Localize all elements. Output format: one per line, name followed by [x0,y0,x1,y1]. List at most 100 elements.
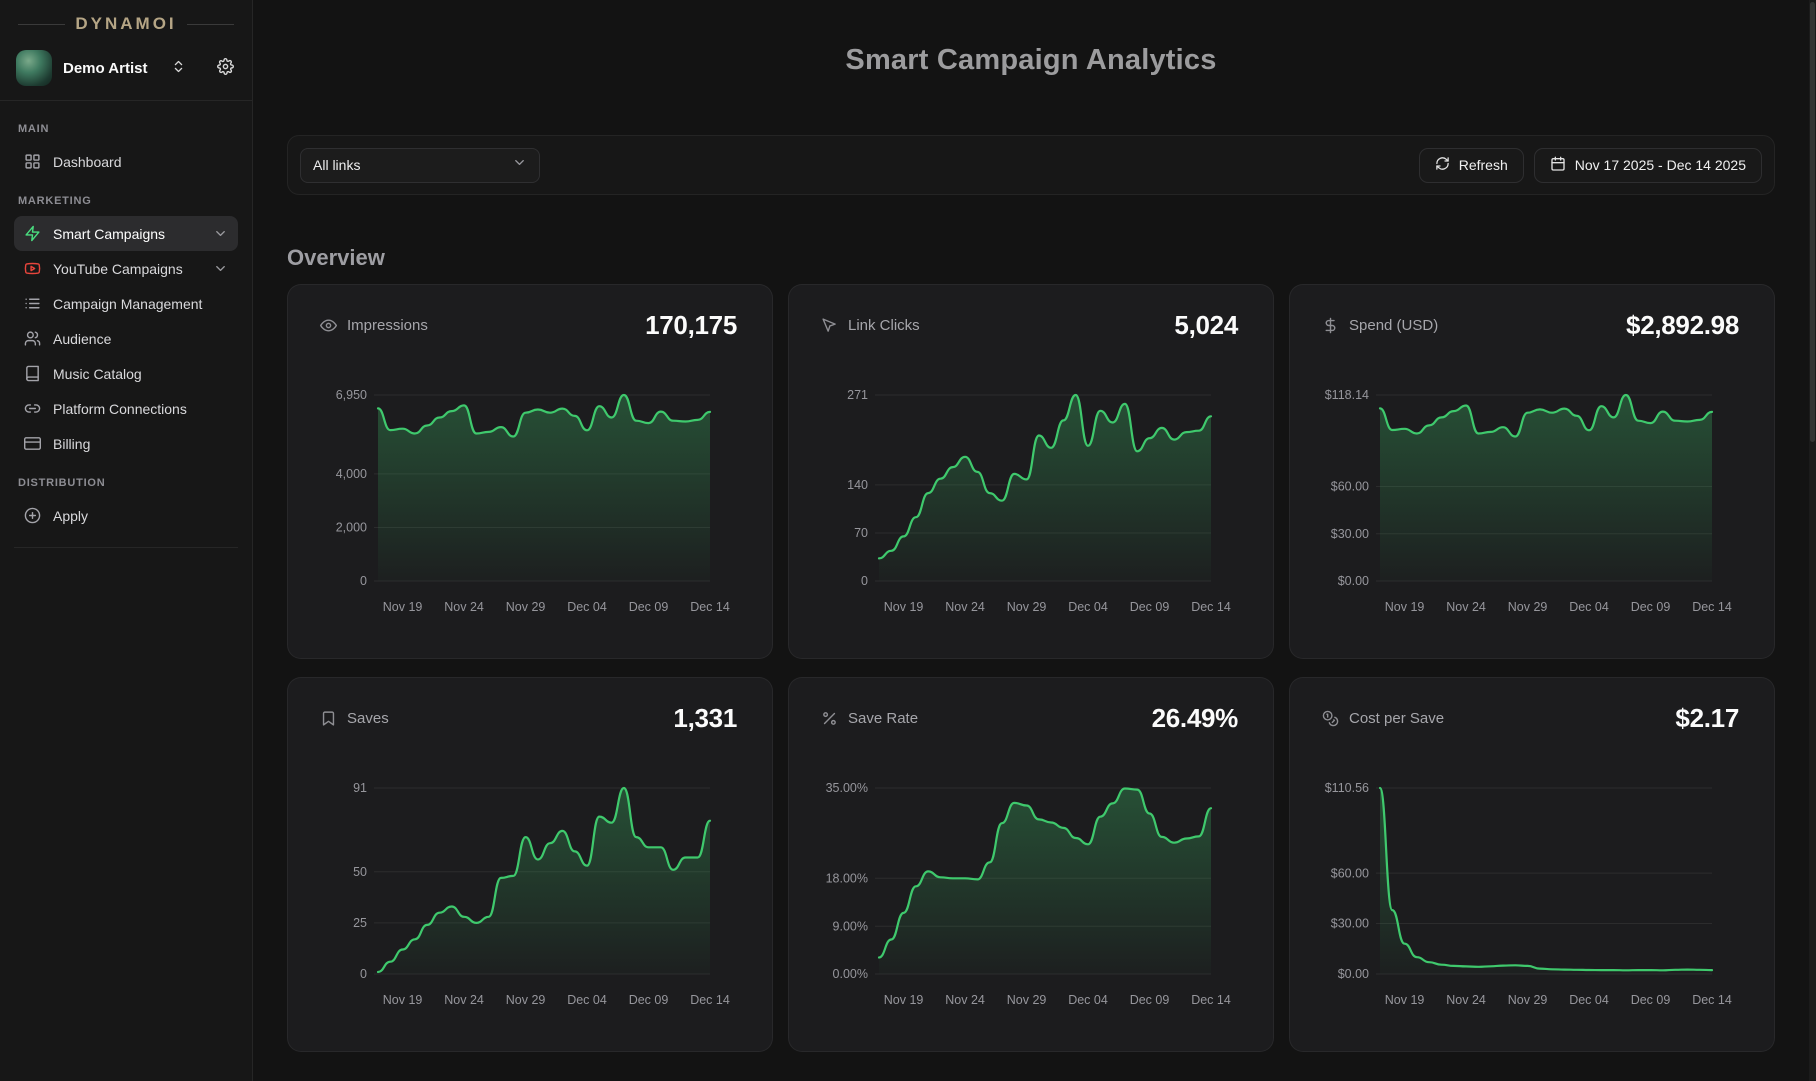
links-filter-value: All links [313,157,361,173]
nav-section-label-marketing: MARKETING [18,195,92,207]
sidebar-item-label: Smart Campaigns [53,225,166,242]
svg-text:Dec 04: Dec 04 [1569,600,1609,614]
svg-text:Nov 29: Nov 29 [506,993,546,1007]
percent-icon [821,710,838,727]
chevron-down-icon [512,155,527,175]
scrollbar[interactable] [1809,0,1816,1081]
metrics-grid: Impressions 170,175 6,950 4,000 2,000 0 Nov … [287,284,1775,1081]
svg-text:Nov 29: Nov 29 [1007,993,1047,1007]
refresh-icon [1435,156,1450,174]
svg-text:Nov 19: Nov 19 [383,600,423,614]
avatar [16,50,52,86]
refresh-button[interactable]: Refresh [1418,147,1524,183]
svg-text:Dec 09: Dec 09 [1130,600,1170,614]
calendar-icon [1550,156,1566,175]
sidebar-divider [0,100,252,101]
bookmark-icon [320,710,337,727]
overview-heading: Overview [287,245,385,270]
users-icon [24,330,41,347]
svg-text:Dec 04: Dec 04 [1068,993,1108,1007]
svg-text:Nov 24: Nov 24 [1446,993,1486,1007]
svg-text:$0.00: $0.00 [1338,574,1369,588]
sidebar-item-label: Music Catalog [53,365,142,382]
date-range-button[interactable]: Nov 17 2025 - Dec 14 2025 [1533,147,1762,183]
svg-text:Dec 09: Dec 09 [1631,993,1671,1007]
svg-text:Dec 14: Dec 14 [1191,600,1231,614]
metric-value: $2.17 [1675,703,1739,733]
metric-value: $2,892.98 [1626,310,1739,340]
svg-text:91: 91 [353,781,367,795]
metric-card-saves: Saves 1,331 91 50 25 0 Nov 19 Nov 24 Nov 29 Dec… [287,677,773,1052]
logo: DYNAMOI [0,0,252,40]
coins-icon [1322,710,1339,727]
metric-card-save-rate: Save Rate 26.49% 35.00% 18.00% 9.00% 0.00% N… [788,677,1274,1052]
settings-button[interactable] [215,56,236,80]
svg-text:Nov 24: Nov 24 [444,600,484,614]
sidebar-item-smart-campaigns[interactable]: Smart Campaigns [14,216,238,251]
svg-text:0.00%: 0.00% [833,967,868,981]
chevron-down-icon [213,261,228,276]
sidebar-nav: MAIN Dashboard MARKETING Smart Campaigns You… [0,101,252,554]
svg-text:Dec 14: Dec 14 [690,600,730,614]
sidebar-item-youtube-campaigns[interactable]: YouTube Campaigns [14,251,238,286]
svg-text:18.00%: 18.00% [826,872,868,886]
credit-card-icon [24,435,41,452]
sidebar-item-billing[interactable]: Billing [14,426,238,461]
plus-circle-icon [24,507,41,524]
links-filter-dropdown[interactable]: All links [300,147,540,183]
youtube-icon [24,260,41,277]
svg-text:Nov 24: Nov 24 [1446,600,1486,614]
svg-text:$30.00: $30.00 [1331,527,1369,541]
svg-text:Dec 04: Dec 04 [1068,600,1108,614]
scrollbar-thumb[interactable] [1810,2,1815,442]
svg-text:50: 50 [353,865,367,879]
metric-label: Impressions [347,317,428,334]
sidebar-item-platform-connections[interactable]: Platform Connections [14,391,238,426]
zap-icon [24,225,41,242]
cursor-icon [821,317,838,334]
eye-icon [320,317,337,334]
sidebar-item-label: Campaign Management [53,295,203,312]
sidebar-item-music-catalog[interactable]: Music Catalog [14,356,238,391]
svg-text:$118.14: $118.14 [1325,388,1369,402]
metric-value: 5,024 [1174,310,1238,340]
list-icon [24,295,41,312]
svg-text:70: 70 [854,526,868,540]
metric-value: 170,175 [645,310,737,340]
svg-text:$0.00: $0.00 [1338,967,1369,981]
svg-text:$60.00: $60.00 [1331,866,1369,880]
sidebar-item-campaign-management[interactable]: Campaign Management [14,286,238,321]
area-chart: $118.14 $60.00 $30.00 $0.00 Nov 19 Nov 24 Nov … [1300,375,1774,630]
dollar-icon [1322,317,1339,334]
svg-text:Dec 14: Dec 14 [690,993,730,1007]
metric-card-spend-usd: Spend (USD) $2,892.98 $118.14 $60.00 $30.0… [1289,284,1775,659]
metric-label: Link Clicks [848,317,920,334]
metric-card-impressions: Impressions 170,175 6,950 4,000 2,000 0 Nov … [287,284,773,659]
area-chart: 271 140 70 0 Nov 19 Nov 24 Nov 29 Dec 04 Dec 09 D… [799,375,1273,630]
metric-label: Saves [347,710,389,727]
svg-text:Nov 24: Nov 24 [945,600,985,614]
sidebar-item-label: Apply [53,507,89,524]
profile-name: Demo Artist [63,59,148,77]
svg-text:2,000: 2,000 [336,521,367,535]
svg-text:Nov 19: Nov 19 [884,600,924,614]
sidebar-item-dashboard[interactable]: Dashboard [14,144,238,179]
svg-text:Nov 24: Nov 24 [444,993,484,1007]
metric-label: Spend (USD) [1349,317,1439,334]
svg-text:25: 25 [353,916,367,930]
sidebar-divider [14,547,238,548]
profile-switcher-button[interactable] [169,57,188,79]
nav-section-label-distribution: DISTRIBUTION [18,477,106,489]
svg-text:$30.00: $30.00 [1331,917,1369,931]
date-range-label: Nov 17 2025 - Dec 14 2025 [1574,157,1746,173]
sidebar-item-audience[interactable]: Audience [14,321,238,356]
sidebar-item-apply[interactable]: Apply [14,498,238,533]
svg-text:Nov 19: Nov 19 [1385,993,1425,1007]
svg-text:Dec 04: Dec 04 [567,993,607,1007]
svg-text:Nov 29: Nov 29 [1007,600,1047,614]
svg-text:9.00%: 9.00% [833,919,868,933]
svg-text:271: 271 [847,388,868,402]
metric-card-cost-per-save: Cost per Save $2.17 $110.56 $60.00 $30.00 $… [1289,677,1775,1052]
svg-text:0: 0 [861,574,868,588]
gear-icon [217,58,234,78]
